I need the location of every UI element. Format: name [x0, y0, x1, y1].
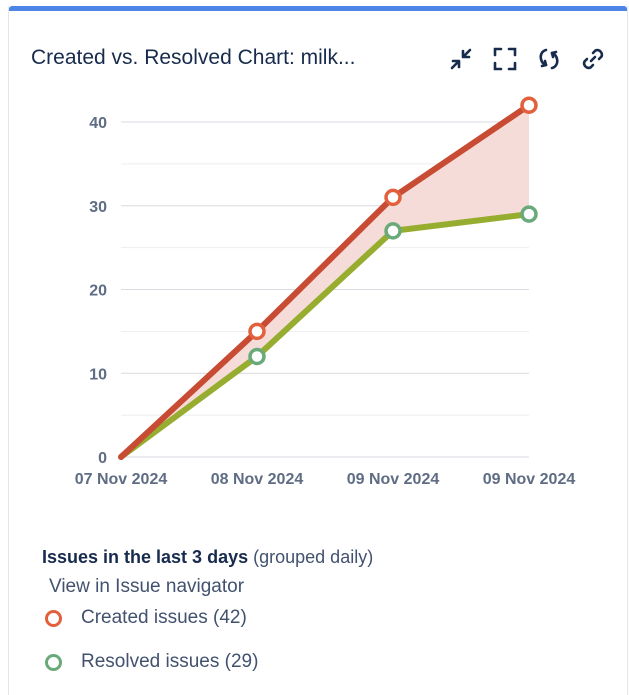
gadget: Created vs. Resolved Chart: milk... [8, 6, 628, 695]
legend-title-grouping: (grouped daily) [253, 547, 374, 567]
x-tick-label: 07 Nov 2024 [75, 471, 168, 488]
refresh-icon [539, 48, 559, 70]
gadget-title: Created vs. Resolved Chart: milk... [31, 46, 356, 69]
created-marker-icon [45, 609, 62, 627]
fullscreen-icon [493, 47, 517, 71]
created-issues-point [384, 188, 402, 207]
refresh-button[interactable] [527, 44, 571, 74]
gadget-actions [439, 44, 615, 74]
link-icon [582, 48, 604, 70]
legend-title-period: Issues in the last 3 days [42, 547, 249, 567]
x-tick-label: 09 Nov 2024 [483, 471, 576, 488]
gadget-top-bar [9, 6, 627, 11]
legend-title: Issues in the last 3 days (grouped daily… [42, 547, 373, 568]
x-tick-label: 08 Nov 2024 [211, 471, 304, 488]
resolved-marker-icon [45, 653, 62, 671]
y-tick-label: 10 [89, 366, 107, 383]
created-issues-point [248, 322, 266, 341]
legend-item-created-label: Created issues (42) [81, 607, 247, 628]
issue-navigator-link[interactable]: View in Issue navigator [49, 576, 245, 597]
resolved-issues-point [384, 222, 402, 240]
resolved-issues-point [248, 347, 266, 366]
created-resolved-gap-area [121, 105, 529, 457]
legend-item-resolved[interactable]: Resolved issues (29) [45, 651, 258, 673]
minimize-button[interactable] [439, 44, 483, 74]
y-tick-label: 30 [89, 199, 107, 216]
resolved-issues-point [520, 205, 538, 223]
minimize-icon [450, 48, 472, 70]
x-tick-label: 09 Nov 2024 [347, 471, 440, 488]
resolved-issues-line [118, 211, 532, 460]
y-tick-label: 20 [89, 283, 107, 300]
created-issues-line [118, 102, 532, 460]
y-tick-label: 40 [89, 115, 107, 132]
link-button[interactable] [571, 44, 615, 74]
legend-item-created[interactable]: Created issues (42) [45, 607, 247, 629]
legend-item-resolved-label: Resolved issues (29) [81, 651, 259, 672]
created-vs-resolved-chart: 0 10 20 30 40 07 Nov 2024 08 Nov 2024 09 Nov 20… [75, 96, 576, 488]
created-issues-point [520, 96, 538, 114]
y-tick-label: 0 [98, 450, 107, 467]
fullscreen-button[interactable] [483, 44, 527, 74]
